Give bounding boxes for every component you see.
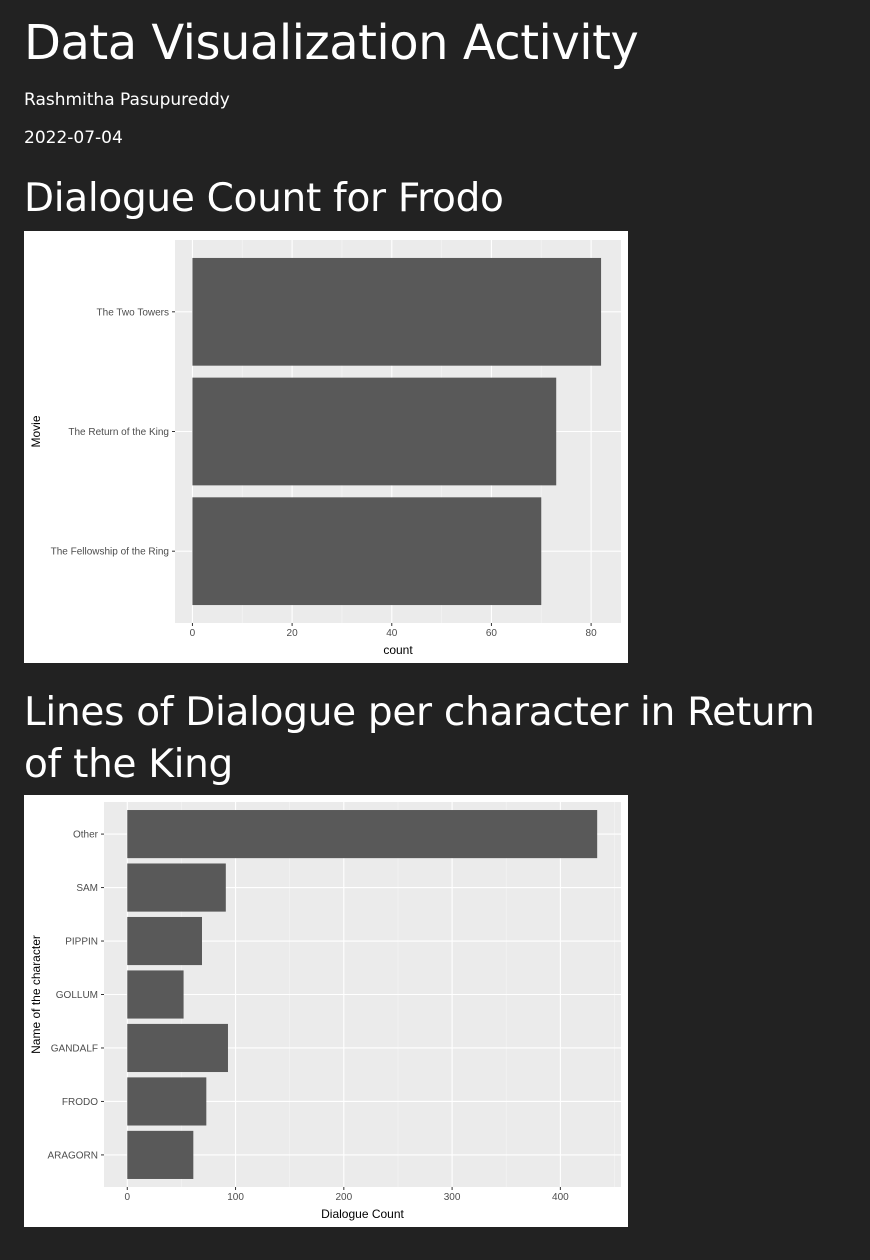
bar-pippin <box>127 916 202 966</box>
bar-the-two-towers <box>192 257 602 366</box>
bar-gollum <box>127 970 184 1019</box>
document-date: 2022-07-04 <box>24 128 123 148</box>
x-tick-label: 80 <box>586 628 598 639</box>
y-tick-label-the-fellowship-of-the-ring: The Fellowship of the Ring <box>51 547 169 558</box>
bar-frodo <box>127 1077 207 1126</box>
x-tick-label: 100 <box>227 1192 244 1203</box>
y-tick-label-gandalf: GANDALF <box>51 1043 98 1054</box>
y-tick-label-frodo: FRODO <box>62 1097 98 1108</box>
x-tick-label: 200 <box>335 1192 352 1203</box>
x-tick-label: 0 <box>190 628 196 639</box>
y-tick-label-pippin: PIPPIN <box>65 937 98 948</box>
bar-the-fellowship-of-the-ring <box>192 497 542 606</box>
chart-rotk-svg: Other SAM PIPPIN GOLLUM GANDALF FRODO ARAGORN 0… <box>29 802 621 1221</box>
bar-the-return-of-the-king <box>192 377 557 486</box>
y-tick-label-gollum: GOLLUM <box>56 990 98 1001</box>
x-tick-label: 40 <box>386 628 398 639</box>
x-axis-title: count <box>383 643 413 657</box>
x-tick-label: 60 <box>486 628 498 639</box>
y-tick-label-other: Other <box>73 830 99 841</box>
y-tick-label-aragorn: ARAGORN <box>47 1150 98 1161</box>
bar-other <box>127 810 598 859</box>
bar-gandalf <box>127 1023 228 1073</box>
x-tick-label: 20 <box>287 628 299 639</box>
x-axis-title: Dialogue Count <box>321 1207 404 1221</box>
x-tick-label: 300 <box>444 1192 461 1203</box>
bar-sam <box>127 863 226 912</box>
document-title: Data Visualization Activity <box>24 15 639 71</box>
chart-frodo-svg: The Two Towers The Return of the King The … <box>29 240 621 657</box>
y-tick-label-the-two-towers: The Two Towers <box>97 307 169 318</box>
document-author: Rashmitha Pasupureddy <box>24 90 230 110</box>
x-tick-label: 400 <box>552 1192 569 1203</box>
section-heading-rotk-dialogue: Lines of Dialogue per character in Retur… <box>24 690 815 787</box>
x-tick-label: 0 <box>124 1192 130 1203</box>
y-axis-title: Movie <box>29 415 43 447</box>
chart-rotk-dialogue-per-character: Other SAM PIPPIN GOLLUM GANDALF FRODO ARAGORN 0… <box>24 795 628 1227</box>
bar-aragorn <box>127 1130 194 1179</box>
y-tick-label-the-return-of-the-king: The Return of the King <box>68 427 169 438</box>
chart-frodo-dialogue-count: The Two Towers The Return of the King The … <box>24 231 628 663</box>
section-heading-frodo-dialogue: Dialogue Count for Frodo <box>24 176 504 221</box>
y-tick-label-sam: SAM <box>76 883 98 894</box>
y-axis-title: Name of the character <box>29 935 43 1054</box>
